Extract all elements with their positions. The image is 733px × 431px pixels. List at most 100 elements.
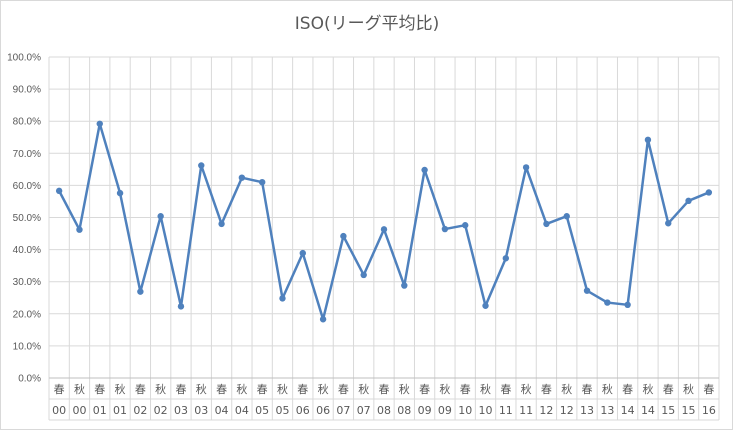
data-point [421,166,428,174]
x-category-year-label: 03 [174,404,188,417]
data-point [258,178,266,186]
data-point [299,249,306,257]
x-category-season-label: 秋 [683,382,694,396]
x-category-season-label: 春 [622,383,633,396]
data-point [563,213,570,220]
x-category-season-label: 春 [460,383,471,396]
data-point [543,220,550,228]
x-category-year-label: 13 [600,404,614,417]
y-tick-label: 50.0% [13,213,41,224]
x-category-year-label: 15 [682,404,696,417]
chart-title: ISO(リーグ平均比) [295,14,439,34]
x-category-season-label: 秋 [480,382,491,396]
x-category-year-label: 15 [661,404,675,417]
x-category-year-label: 05 [255,404,269,417]
x-category-season-label: 秋 [318,382,329,396]
x-category-year-label: 01 [113,404,127,417]
data-point [705,189,713,196]
data-point [238,174,246,181]
x-category-year-label: 00 [52,404,66,417]
x-category-season-label: 秋 [277,382,288,396]
data-point [665,220,672,227]
x-category-year-label: 08 [397,404,411,417]
x-category-season-label: 秋 [236,382,247,396]
x-category-season-label: 春 [663,383,674,396]
x-category-year-label: 07 [357,404,371,417]
data-point [96,120,103,127]
data-point [401,282,408,289]
x-category-season-label: 春 [175,383,186,396]
x-category-year-label: 11 [499,404,513,417]
x-category-year-label: 16 [702,404,716,417]
y-tick-label: 10.0% [13,341,41,352]
x-category-season-label: 春 [419,383,430,396]
y-tick-label: 70.0% [13,149,41,160]
x-category-year-label: 09 [418,404,432,417]
data-point [55,187,63,195]
data-point [177,303,185,310]
x-category-year-label: 01 [93,404,107,417]
x-category-year-label: 12 [539,404,553,417]
x-category-year-label: 06 [296,404,310,417]
x-category-season-label: 秋 [521,382,532,396]
data-point [137,288,144,295]
x-category-season-label: 秋 [561,382,572,396]
x-category-year-label: 03 [194,404,208,417]
data-point [198,162,205,169]
data-point [380,226,388,233]
x-category-year-label: 00 [72,404,86,417]
x-category-season-label: 春 [500,383,511,396]
data-point [340,232,347,240]
data-point [116,189,124,197]
x-category-year-label: 02 [133,404,147,417]
data-point [360,271,367,279]
y-tick-label: 100.0% [7,53,41,64]
x-category-season-label: 秋 [399,382,410,396]
x-category-season-label: 秋 [74,382,85,396]
series-iso [55,120,713,323]
x-category-season-label: 秋 [602,382,613,396]
x-category-season-label: 春 [582,383,593,396]
x-category-year-label: 08 [377,404,391,417]
data-point [441,225,449,233]
y-tick-label: 0.0% [18,374,41,385]
data-point [319,316,327,323]
data-point [685,197,692,205]
y-axis-tick-labels: 0.0% 10.0% 20.0% 30.0% 40.0% 50.0% 60.0% 70.0% 8… [7,53,41,385]
x-category-season-label: 春 [94,383,105,396]
x-category-year-label: 05 [275,404,289,417]
x-category-season-label: 秋 [439,382,450,396]
x-category-season-label: 春 [216,383,227,396]
x-category-year-label: 14 [621,404,635,417]
x-category-year-label: 04 [215,404,229,417]
x-category-year-label: 13 [580,404,594,417]
x-category-season-label: 春 [338,383,349,396]
x-category-season-label: 春 [257,383,268,396]
x-category-season-label: 秋 [115,382,126,396]
data-point [279,295,286,302]
x-category-season-label: 春 [541,383,552,396]
x-category-year-label: 02 [154,404,168,417]
y-tick-label: 90.0% [13,85,41,96]
x-category-season-label: 秋 [358,382,369,396]
data-point [644,136,652,144]
y-tick-label: 80.0% [13,117,41,128]
x-category-year-label: 12 [560,404,574,417]
x-category-year-label: 09 [438,404,452,417]
x-category-year-label: 11 [519,404,533,417]
x-category-year-label: 07 [336,404,350,417]
data-point [604,299,611,306]
x-category-season-label: 秋 [642,382,653,396]
data-point [624,301,631,309]
data-point [218,220,225,228]
x-category-year-label: 06 [316,404,330,417]
data-point [583,287,591,294]
gridlines [48,56,720,421]
x-category-season-label: 秋 [155,382,166,396]
data-point [502,255,510,262]
data-point [482,302,489,309]
x-category-season-label: 秋 [196,382,207,396]
x-category-year-label: 10 [458,404,472,417]
